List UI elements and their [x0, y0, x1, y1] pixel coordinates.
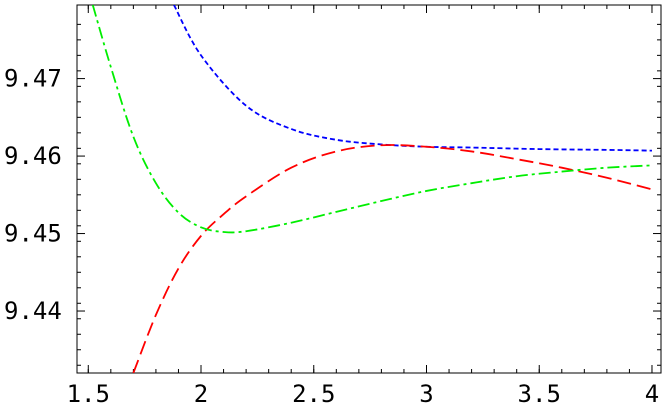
plot-frame — [76, 4, 662, 374]
axis-tick-labels: 1.5 2 2.5 3 3.5 4 9.44 9.45 9.46 9.47 — [4, 65, 659, 408]
y-tick-label: 9.44 — [4, 297, 62, 325]
axis-ticks — [77, 5, 661, 373]
x-tick-label: 2 — [194, 380, 208, 408]
x-tick-label: 4 — [645, 380, 659, 408]
x-tick-label: 3 — [419, 380, 433, 408]
series-line-1 — [132, 144, 653, 373]
y-tick-label: 9.47 — [4, 65, 62, 93]
x-tick-label: 2.5 — [292, 380, 335, 408]
series-line-2 — [91, 5, 653, 234]
series-lines — [91, 5, 653, 373]
x-tick-label: 3.5 — [518, 380, 561, 408]
y-tick-label: 9.45 — [4, 220, 62, 248]
y-tick-label: 9.46 — [4, 142, 62, 170]
series-line-0 — [173, 5, 652, 152]
x-tick-label: 1.5 — [67, 380, 110, 408]
